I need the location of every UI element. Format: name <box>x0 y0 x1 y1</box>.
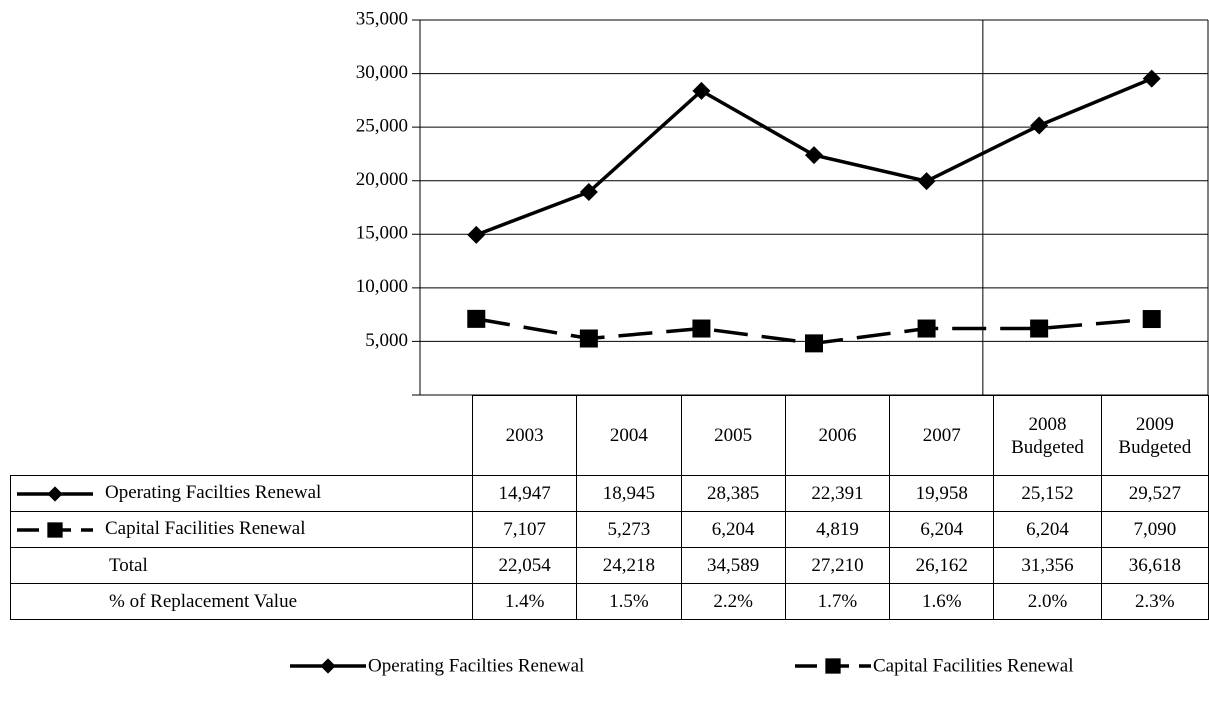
marker <box>917 319 936 338</box>
legend-label: Capital Facilities Renewal <box>873 655 1074 676</box>
table-cell: 4,819 <box>784 511 891 548</box>
x-tick-label: 2007 <box>889 395 995 476</box>
y-tick-label: 5,000 <box>365 330 408 351</box>
table-cell: 1.7% <box>784 583 891 620</box>
marker <box>47 486 63 502</box>
marker <box>1030 319 1049 338</box>
marker <box>825 658 841 674</box>
table-cell: 36,618 <box>1100 547 1209 584</box>
table-cell: 27,210 <box>784 547 891 584</box>
table-cell: 34,589 <box>680 547 786 584</box>
legend-icon <box>17 522 93 538</box>
table-row: Capital Facilities Renewal 7,107 5,273 6,20… <box>10 511 1209 548</box>
table-cell: 19,958 <box>889 475 995 512</box>
table-cell: 1.4% <box>471 583 578 620</box>
marker <box>579 183 598 202</box>
table-cell: 1.6% <box>889 583 995 620</box>
row-name: Capital Facilities Renewal <box>105 518 306 540</box>
x-tick-label: 2004 <box>576 395 682 476</box>
row-label: Operating Facilties Renewal <box>10 475 473 512</box>
table-cell: 2.2% <box>680 583 786 620</box>
marker <box>692 319 711 338</box>
table-cell: 14,947 <box>471 475 578 512</box>
marker <box>805 334 823 353</box>
table-cell: 6,204 <box>993 511 1102 548</box>
table-cell: 24,218 <box>576 547 682 584</box>
table-cell: 7,090 <box>1100 511 1209 548</box>
table-cell: 2.0% <box>993 583 1102 620</box>
y-tick-label: 35,000 <box>356 8 408 29</box>
y-tick-label: 30,000 <box>356 62 408 83</box>
table-cell: 18,945 <box>576 475 682 512</box>
marker <box>47 522 63 538</box>
marker <box>320 658 336 674</box>
x-tick-label: 2009 Budgeted <box>1100 395 1209 476</box>
table-cell: 29,527 <box>1100 475 1209 512</box>
legend-icon <box>17 486 93 502</box>
row-label: Total <box>10 547 473 584</box>
table-row: Total 22,054 24,218 34,589 27,210 26,162 31,35… <box>10 547 1209 584</box>
marker <box>467 225 486 244</box>
marker <box>805 146 823 165</box>
legend-label: Operating Facilties Renewal <box>368 655 584 676</box>
marker <box>692 81 711 100</box>
table-row: Operating Facilties Renewal 14,947 18,945 2… <box>10 475 1209 512</box>
marker <box>1142 310 1161 329</box>
table-row: % of Replacement Value 1.4% 1.5% 2.2% 1.7% 1.… <box>10 583 1209 620</box>
row-name: Total <box>109 554 148 576</box>
y-tick-label: 25,000 <box>356 116 408 137</box>
table-cell: 28,385 <box>680 475 786 512</box>
table-cell: 26,162 <box>889 547 995 584</box>
header-row: 2003 2004 2005 2006 2007 2008 Budgeted 2009 Bu… <box>10 395 1209 476</box>
marker <box>1030 116 1049 135</box>
data-table: 2003 2004 2005 2006 2007 2008 Budgeted 2009 Bu… <box>10 395 1209 620</box>
table-cell: 5,273 <box>576 511 682 548</box>
marker <box>917 172 936 191</box>
table-cell: 6,204 <box>680 511 786 548</box>
table-cell: 2.3% <box>1100 583 1209 620</box>
marker <box>579 329 598 348</box>
table-cell: 25,152 <box>993 475 1102 512</box>
table-cell: 1.5% <box>576 583 682 620</box>
x-tick-label: 2008 Budgeted <box>993 395 1102 476</box>
table-cell: 7,107 <box>471 511 578 548</box>
marker <box>1142 69 1161 88</box>
row-label: Capital Facilities Renewal <box>10 511 473 548</box>
table-cell: 6,204 <box>889 511 995 548</box>
row-name: % of Replacement Value <box>109 590 297 612</box>
table-cell: 31,356 <box>993 547 1102 584</box>
y-tick-label: 15,000 <box>356 223 408 244</box>
x-tick-label: 2003 <box>471 395 578 476</box>
marker <box>467 309 486 328</box>
y-tick-label: 10,000 <box>356 276 408 297</box>
table-cell: 22,391 <box>784 475 891 512</box>
table-cell: 22,054 <box>471 547 578 584</box>
y-tick-label: 20,000 <box>356 169 408 190</box>
x-tick-label: 2005 <box>680 395 786 476</box>
x-tick-label: 2006 <box>784 395 891 476</box>
row-label: % of Replacement Value <box>10 583 473 620</box>
row-name: Operating Facilties Renewal <box>105 482 322 504</box>
